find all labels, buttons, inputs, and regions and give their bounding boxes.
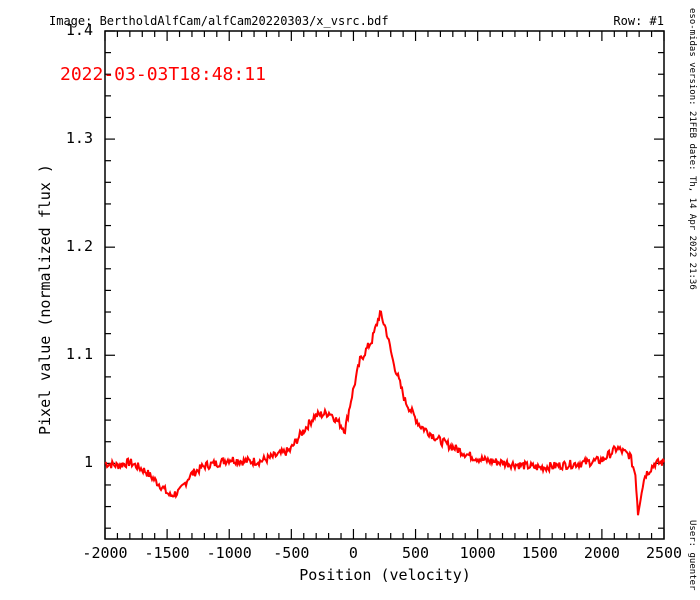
y-tick-label: 1.1 [65,345,93,364]
flux-series-line [104,310,665,516]
image-path-label: Image: BertholdAlfCam/alfCam20220303/x_v… [49,14,389,28]
y-tick-label: 1.3 [65,129,93,148]
timestamp-annotation: 2022-03-03T18:48:11 [60,64,266,85]
x-tick-label: 2000 [583,544,620,562]
x-tick-label: 500 [402,544,430,562]
x-tick-label: 0 [348,544,358,562]
midas-version-date: eso-midas version: 21FEB date: Th, 14 Ap… [687,8,697,290]
x-tick-label: -1500 [144,544,190,562]
x-axis-label: Position (velocity) [299,566,471,584]
y-tick-label: 1 [83,453,93,472]
x-tick-label: 1500 [521,544,558,562]
x-tick-label: 2500 [645,544,683,562]
x-tick-label: -500 [273,544,310,562]
row-label: Row: #1 [613,14,664,28]
x-tick-label: 1000 [459,544,496,562]
plot-frame [104,30,665,540]
axis-ticks [104,30,665,539]
x-tick-label: -1000 [206,544,252,562]
x-tick-label: -2000 [82,544,128,562]
y-tick-label: 1.4 [65,21,93,39]
y-axis-label: Pixel value (normalized flux ) [36,164,54,435]
y-tick-label: 1.2 [65,237,93,256]
